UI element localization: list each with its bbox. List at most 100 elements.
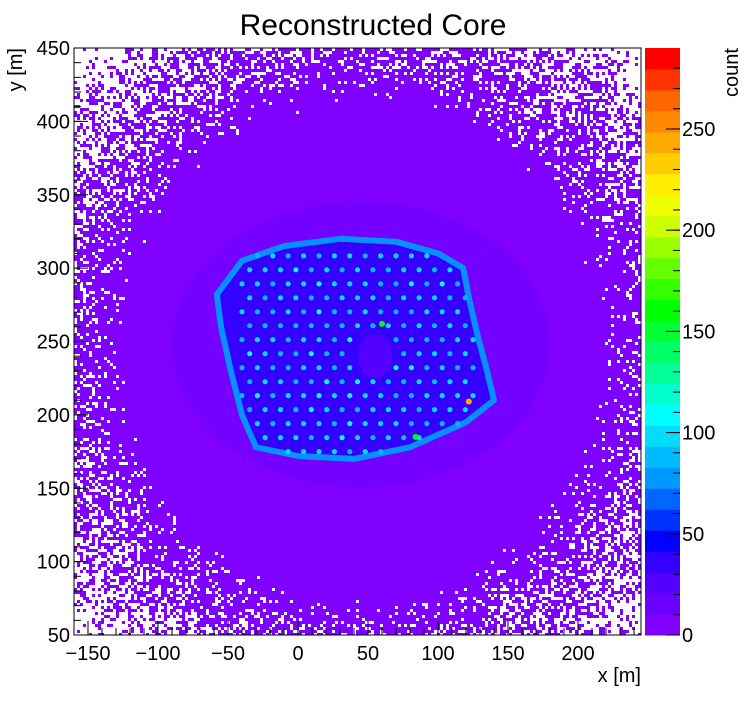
empty-bin (80, 60, 83, 63)
empty-bin (323, 606, 326, 609)
empty-bin (449, 78, 452, 81)
empty-bin (101, 573, 104, 576)
empty-bin (545, 624, 548, 627)
empty-bin (581, 60, 584, 63)
empty-bin (101, 546, 104, 549)
empty-bin (353, 81, 356, 84)
empty-bin (638, 165, 641, 168)
empty-bin (629, 54, 632, 57)
empty-bin (161, 111, 164, 114)
empty-bin (299, 627, 302, 630)
empty-bin (119, 90, 122, 93)
empty-bin (620, 615, 623, 618)
empty-bin (566, 588, 569, 591)
empty-bin (161, 93, 164, 96)
empty-bin (257, 603, 260, 606)
empty-bin (638, 108, 641, 111)
empty-bin (569, 63, 572, 66)
empty-bin (212, 585, 215, 588)
empty-bin (122, 120, 125, 123)
empty-bin (86, 438, 89, 441)
empty-bin (623, 315, 626, 318)
empty-bin (113, 78, 116, 81)
empty-bin (137, 129, 140, 132)
empty-bin (311, 51, 314, 54)
empty-bin (215, 48, 218, 51)
empty-bin (125, 78, 128, 81)
empty-bin (449, 51, 452, 54)
empty-bin (77, 606, 80, 609)
empty-bin (149, 72, 152, 75)
empty-bin (617, 78, 620, 81)
empty-bin (578, 171, 581, 174)
empty-bin (599, 123, 602, 126)
empty-bin (611, 615, 614, 618)
empty-bin (167, 603, 170, 606)
empty-bin (236, 99, 239, 102)
empty-bin (596, 258, 599, 261)
empty-bin (554, 72, 557, 75)
detector-spot (331, 393, 337, 399)
empty-bin (605, 402, 608, 405)
detector-spot (277, 379, 284, 385)
empty-bin (590, 600, 593, 603)
empty-bin (212, 57, 215, 60)
empty-bin (191, 99, 194, 102)
empty-bin (638, 75, 641, 78)
empty-bin (104, 585, 107, 588)
empty-bin (149, 60, 152, 63)
empty-bin (152, 195, 155, 198)
empty-bin (146, 180, 149, 183)
empty-bin (80, 162, 83, 165)
empty-bin (122, 597, 125, 600)
empty-bin (89, 552, 92, 555)
empty-bin (515, 96, 518, 99)
empty-bin (89, 306, 92, 309)
empty-bin (632, 84, 635, 87)
empty-bin (497, 48, 500, 51)
empty-bin (92, 393, 95, 396)
empty-bin (125, 99, 128, 102)
empty-bin (527, 555, 530, 558)
empty-bin (572, 63, 575, 66)
empty-bin (617, 72, 620, 75)
empty-bin (74, 177, 77, 180)
empty-bin (83, 99, 86, 102)
empty-bin (587, 483, 590, 486)
empty-bin (599, 576, 602, 579)
empty-bin (581, 90, 584, 93)
empty-bin (581, 222, 584, 225)
empty-bin (263, 84, 266, 87)
empty-bin (86, 261, 89, 264)
empty-bin (140, 471, 143, 474)
empty-bin (152, 573, 155, 576)
empty-bin (536, 51, 539, 54)
empty-bin (611, 237, 614, 240)
empty-bin (608, 132, 611, 135)
empty-bin (155, 93, 158, 96)
empty-bin (140, 618, 143, 621)
empty-bin (623, 195, 626, 198)
empty-bin (191, 54, 194, 57)
empty-bin (113, 153, 116, 156)
empty-bin (176, 561, 179, 564)
empty-bin (632, 531, 635, 534)
empty-bin (182, 81, 185, 84)
empty-bin (113, 498, 116, 501)
empty-bin (194, 627, 197, 630)
empty-bin (80, 615, 83, 618)
empty-bin (560, 186, 563, 189)
empty-bin (119, 87, 122, 90)
empty-bin (341, 60, 344, 63)
empty-bin (86, 495, 89, 498)
empty-bin (137, 57, 140, 60)
empty-bin (191, 48, 194, 51)
empty-bin (626, 417, 629, 420)
empty-bin (77, 624, 80, 627)
empty-bin (557, 117, 560, 120)
empty-bin (524, 624, 527, 627)
empty-bin (146, 573, 149, 576)
empty-bin (83, 135, 86, 138)
empty-bin (527, 54, 530, 57)
empty-bin (584, 519, 587, 522)
